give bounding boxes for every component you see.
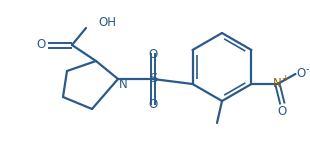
Text: O: O <box>148 97 157 111</box>
Text: O: O <box>36 38 46 51</box>
Text: +: + <box>281 73 288 82</box>
Text: N: N <box>273 77 282 89</box>
Text: O: O <box>278 104 287 117</box>
Text: O: O <box>148 47 157 60</box>
Text: S: S <box>149 73 157 86</box>
Text: N: N <box>119 78 127 91</box>
Text: O: O <box>297 66 306 80</box>
Text: -: - <box>306 64 309 74</box>
Text: OH: OH <box>98 16 116 29</box>
